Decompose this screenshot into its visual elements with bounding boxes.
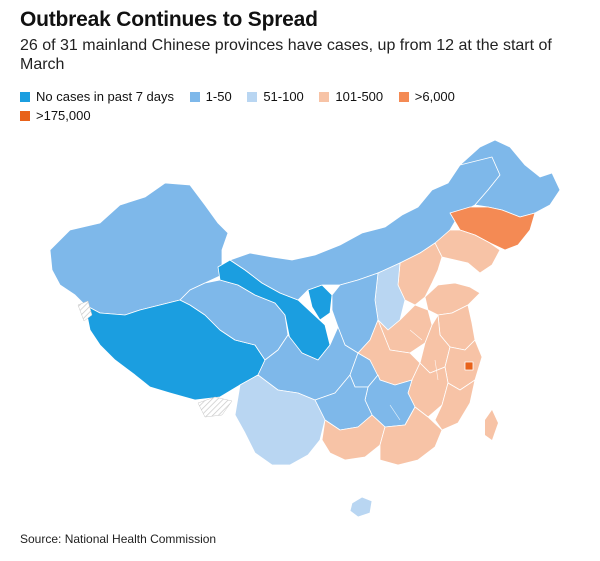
legend-item-no-cases: No cases in past 7 days [20, 88, 174, 106]
legend-swatch [189, 92, 200, 102]
region-fujian [434, 379, 476, 431]
chart-title: Outbreak Continues to Spread [20, 8, 318, 31]
legend-swatch [20, 111, 30, 121]
legend-label: 51-100 [263, 89, 304, 104]
legend-label: No cases in past 7 days [36, 89, 175, 104]
region-disputed-west [77, 300, 93, 322]
region-liaoning [434, 229, 501, 274]
legend-label: >6,000 [414, 89, 455, 104]
legend-swatch [20, 92, 30, 102]
region-hainan [349, 496, 373, 518]
legend-label: 101-500 [335, 89, 384, 104]
legend-swatch [319, 92, 330, 102]
china-province-map [49, 139, 561, 518]
legend: No cases in past 7 days 1-50 51-100 101-… [20, 88, 540, 126]
legend-item-101-500: 101-500 [319, 88, 383, 106]
region-shanghai [464, 361, 474, 371]
legend-item-51-100: 51-100 [247, 88, 304, 106]
legend-swatch [398, 92, 409, 102]
legend-item-1-50: 1-50 [189, 88, 232, 106]
legend-item-over-6000: >6,000 [398, 88, 455, 106]
region-shandong [424, 282, 481, 316]
legend-label: 1-50 [205, 89, 232, 104]
source-note: Source: National Health Commission [20, 532, 217, 546]
region-taiwan [485, 410, 498, 440]
region-yunnan [234, 374, 326, 466]
legend-label: >175,000 [36, 108, 91, 123]
chart-subtitle: 26 of 31 mainland Chinese provinces have… [20, 37, 552, 73]
region-heilongjiang [459, 139, 561, 218]
region-disputed-south [197, 396, 233, 418]
legend-item-over-175000: >175,000 [20, 107, 91, 125]
region-guangdong [379, 406, 443, 466]
legend-swatch [247, 92, 258, 102]
